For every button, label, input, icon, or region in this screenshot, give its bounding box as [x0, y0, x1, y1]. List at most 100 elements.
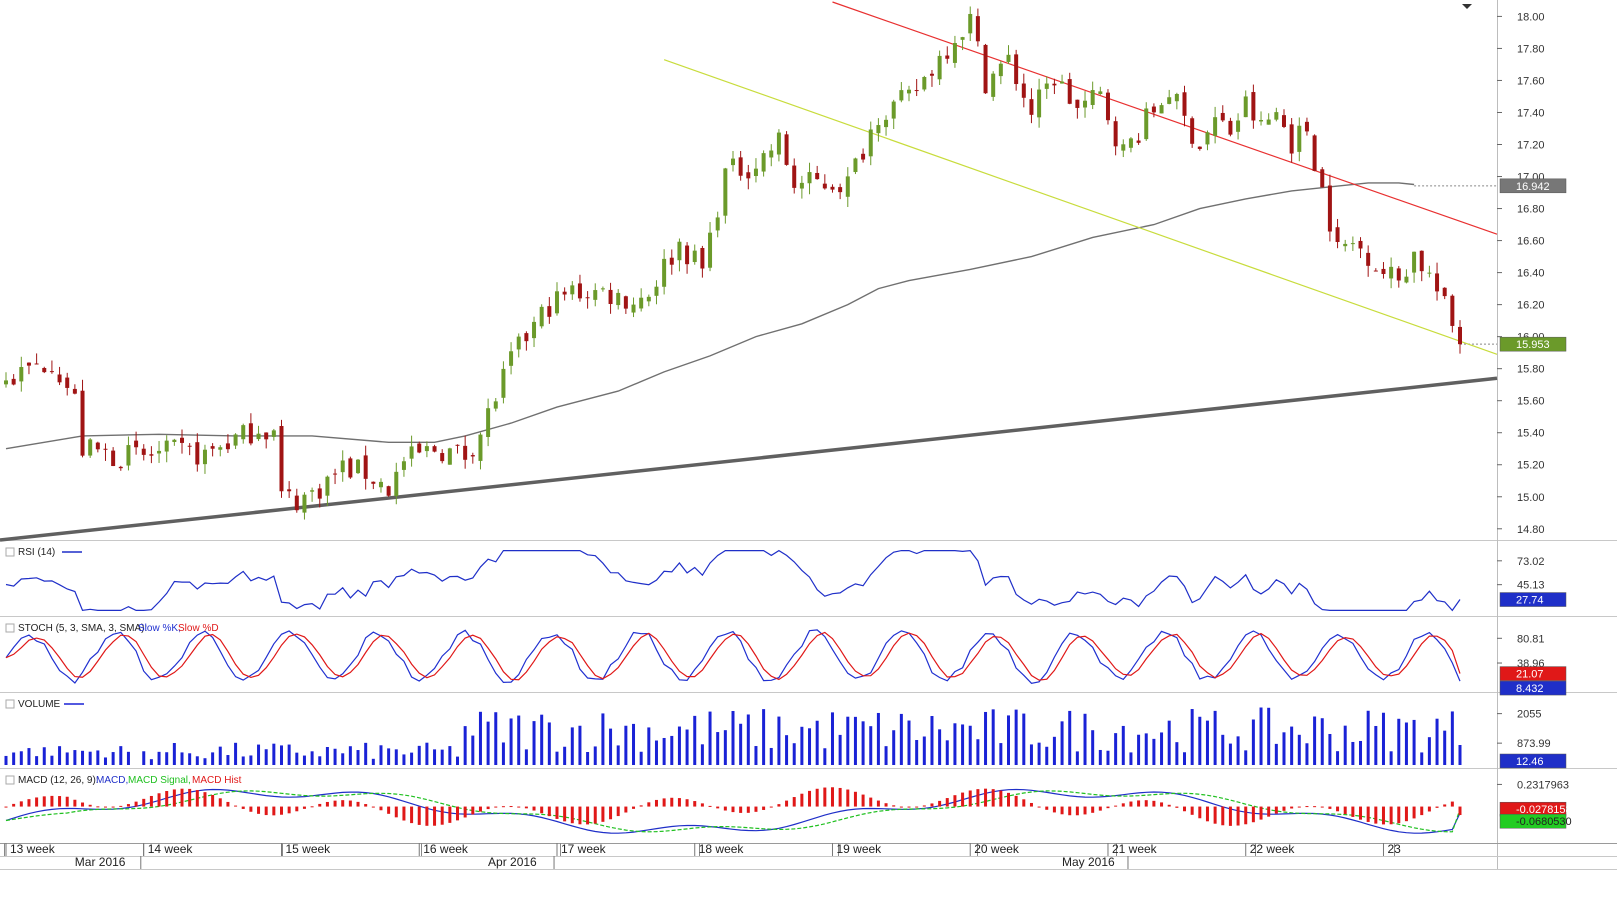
candle-body [248, 423, 253, 444]
candle-body [838, 187, 843, 193]
candle-body [516, 336, 521, 350]
volume-bar [1106, 750, 1110, 765]
macd-hist-bar [716, 806, 720, 809]
candle [317, 483, 322, 508]
macd-hist-bar [739, 806, 743, 813]
macd-hist-bar [662, 798, 666, 807]
volume-bar [195, 756, 199, 765]
volume-bar [1320, 718, 1324, 765]
macd-hist-bar [1282, 806, 1286, 811]
candle-body [1014, 54, 1019, 85]
candle-body [853, 158, 858, 173]
volume-bar [670, 735, 674, 765]
volume-bar [723, 730, 727, 765]
candle-body [593, 290, 598, 300]
candle-body [134, 440, 139, 448]
volume-bar [570, 727, 574, 765]
candle-body [1113, 121, 1118, 147]
volume-bar [540, 714, 544, 765]
macd-hist-bar [35, 797, 39, 807]
candle-body [753, 168, 758, 177]
candle [1350, 236, 1355, 251]
price-tick-label: 14.80 [1517, 524, 1545, 536]
macd-hist-bar [1259, 806, 1263, 820]
macd-hist-bar [394, 806, 398, 818]
candle [95, 441, 100, 453]
macd-hist-bar [1045, 806, 1049, 810]
macd-hist-bar [417, 806, 421, 825]
candle-body [202, 449, 207, 465]
ma-line [5, 182, 1415, 450]
volume-bar [333, 748, 337, 765]
macd-hist-bar [547, 806, 551, 817]
scroll-arrow-icon [1462, 4, 1472, 9]
stoch-k-badge-bg [1499, 680, 1567, 696]
candle [1083, 91, 1088, 118]
candle-body [279, 426, 284, 492]
volume-bar [364, 742, 368, 765]
volume-bar [800, 726, 804, 765]
macd-hist-bar [1374, 806, 1378, 824]
month-label: May 2016 [1062, 855, 1115, 869]
candle [1136, 133, 1141, 145]
macd-hist-bar [1236, 806, 1240, 826]
week-label: 13 week [10, 842, 56, 856]
candle [440, 449, 445, 464]
candle-body [340, 460, 345, 473]
candle [164, 435, 169, 463]
macd-hist-bar [96, 806, 100, 808]
volume-bar [234, 742, 238, 765]
macd-hist-bar [1228, 806, 1232, 826]
candle-body [631, 304, 636, 313]
macd-hist-bar [249, 806, 253, 812]
macd-hist-bar [1060, 806, 1064, 815]
macd-hist-bar [195, 790, 199, 807]
candle-body [715, 217, 720, 231]
price-tick-label: 15.00 [1517, 492, 1545, 504]
volume-bar [1144, 733, 1148, 765]
volume-bar [700, 744, 704, 765]
macd-hist-bar [892, 805, 896, 807]
candle-body [1412, 251, 1417, 273]
volume-bar [1359, 740, 1363, 765]
candle-body [654, 286, 659, 296]
macd-hist-bar [1267, 806, 1271, 817]
candle-body [1281, 115, 1286, 127]
volume-bar [1037, 742, 1041, 765]
candle-body [103, 448, 108, 450]
macd-label: MACD (12, 26, 9): [18, 775, 99, 786]
candle [1121, 139, 1126, 158]
volume-bar [578, 725, 582, 765]
candle-body [49, 371, 54, 373]
volume-bar [165, 752, 169, 765]
candle-body [876, 125, 881, 134]
volume-bar [1313, 716, 1317, 765]
macd-hist-bar [1129, 801, 1133, 807]
volume-bar [149, 759, 153, 765]
candle-body [1366, 252, 1371, 266]
macd-hist-bar [103, 806, 107, 808]
volume-bar [1351, 741, 1355, 765]
candle-body [470, 455, 475, 457]
volume-bar [1267, 707, 1271, 765]
volume-bar [180, 752, 184, 765]
macd-hist-bar [555, 806, 559, 819]
volume-bar [1458, 745, 1462, 765]
candle [723, 167, 728, 224]
volume-bar [65, 752, 69, 765]
candle [585, 291, 590, 309]
price-tick-label: 15.80 [1517, 364, 1545, 376]
indicator-tick-label: 2055 [1517, 709, 1541, 721]
macd-hist-bar [754, 806, 758, 812]
candle [1251, 84, 1256, 129]
candle-body [149, 454, 154, 456]
macd-hist-bar [157, 793, 161, 807]
candle-body [409, 446, 414, 459]
candle-body [1389, 266, 1394, 279]
candle [608, 282, 613, 314]
candle-body [1243, 96, 1248, 118]
candle [524, 331, 529, 351]
candle-body [447, 448, 452, 465]
candle [907, 85, 912, 102]
candle [1220, 105, 1225, 123]
